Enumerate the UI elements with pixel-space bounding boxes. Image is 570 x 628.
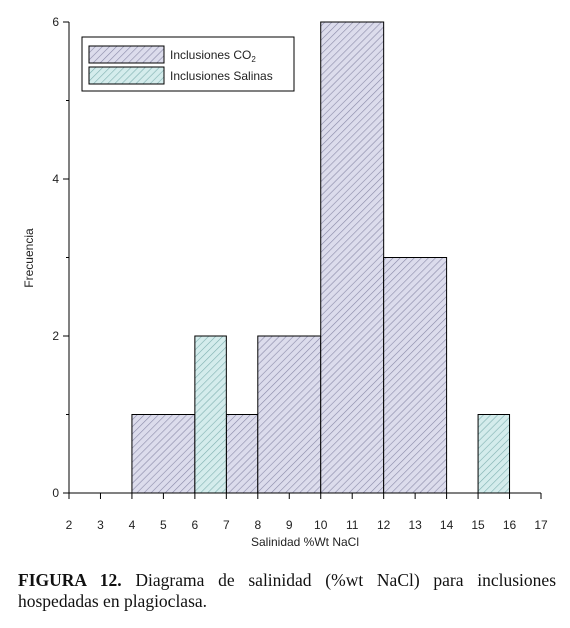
- x-tick-label-8: 8: [254, 518, 261, 532]
- bar-co2-2: [257, 335, 322, 494]
- x-tick-label-15: 15: [471, 518, 485, 532]
- legend-swatch-salinas: [88, 66, 165, 85]
- bars-group: [131, 21, 511, 494]
- legend-swatch-co2: [88, 45, 165, 64]
- x-tick-label-10: 10: [314, 518, 328, 532]
- y-tick-label-4: 4: [52, 172, 59, 186]
- histogram-chart: 0 2 4 6 2 3 4 5 6 7 8 9 10 11 12 13 14 15 16 17 Frecuencia…: [22, 15, 548, 549]
- bar-co2-3: [320, 21, 385, 494]
- x-tick-label-16: 16: [503, 518, 517, 532]
- x-tick-label-5: 5: [160, 518, 167, 532]
- x-tick-label-2: 2: [66, 518, 73, 532]
- x-tick-label-14: 14: [440, 518, 454, 532]
- x-axis-title: Salinidad %Wt NaCl: [251, 535, 359, 549]
- legend-label-co2: Inclusiones CO2: [170, 48, 256, 64]
- x-tick-label-12: 12: [377, 518, 391, 532]
- x-tick-label-17: 17: [534, 518, 548, 532]
- bar-salinas-1: [477, 414, 511, 494]
- y-axis-title: Frecuencia: [22, 228, 36, 288]
- bar-salinas-0: [194, 335, 227, 494]
- legend: Inclusiones CO2 Inclusiones Salinas: [81, 36, 295, 92]
- y-tick-label-2: 2: [52, 329, 59, 343]
- y-tick-label-6: 6: [52, 15, 59, 29]
- x-tick-label-7: 7: [223, 518, 230, 532]
- y-tick-label-0: 0: [52, 486, 59, 500]
- figure-caption: FIGURA 12. Diagrama de salinidad (%wt Na…: [18, 570, 556, 612]
- x-tick-label-11: 11: [346, 518, 359, 532]
- x-ticks-group: 2 3 4 5 6 7 8 9 10 11 12 13 14 15 16 17: [66, 493, 548, 532]
- figure-label: FIGURA 12.: [18, 570, 122, 590]
- bar-co2-0: [131, 414, 196, 494]
- x-tick-label-9: 9: [286, 518, 293, 532]
- x-tick-label-4: 4: [129, 518, 136, 532]
- x-tick-label-6: 6: [192, 518, 199, 532]
- figure-caption-text: Diagrama de salinidad (%wt NaCl) para in…: [18, 570, 557, 611]
- bar-co2-1: [225, 414, 259, 494]
- x-tick-label-13: 13: [408, 518, 422, 532]
- bar-co2-4: [383, 257, 448, 494]
- y-ticks-group: 0 2 4 6: [52, 15, 69, 500]
- x-tick-label-3: 3: [97, 518, 104, 532]
- legend-label-salinas: Inclusiones Salinas: [170, 69, 273, 83]
